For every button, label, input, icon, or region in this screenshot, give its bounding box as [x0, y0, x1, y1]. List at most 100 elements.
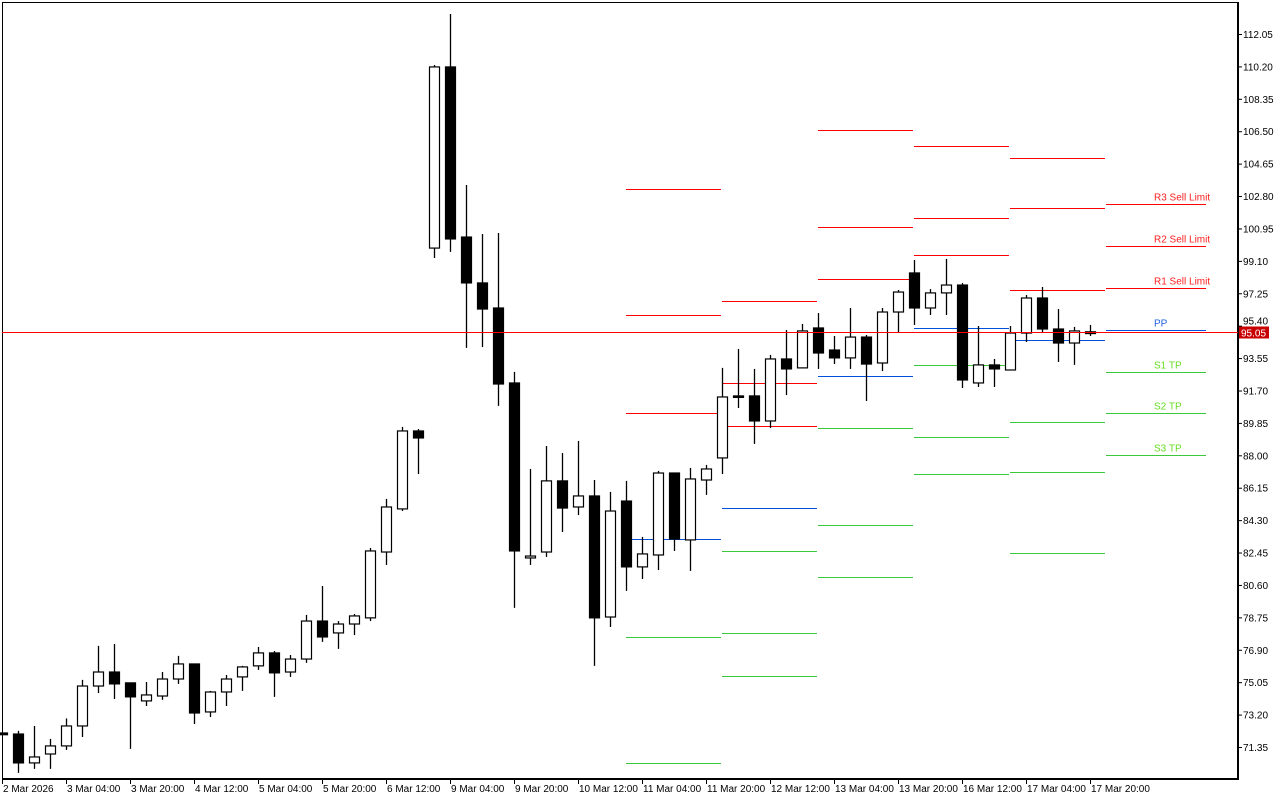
time-tick-label: 4 Mar 12:00 — [195, 784, 249, 795]
candle — [108, 643, 121, 699]
candle — [1020, 295, 1033, 342]
candle — [92, 645, 105, 694]
current-price-badge — [1239, 326, 1269, 339]
bullish-candle-body — [396, 430, 409, 510]
time-tick-label: 17 Mar 04:00 — [1027, 784, 1086, 795]
time-tick-label: 13 Mar 20:00 — [899, 784, 958, 795]
candle — [380, 498, 393, 565]
bearish-candle-body — [860, 336, 873, 365]
candle — [652, 470, 665, 571]
candle — [1068, 326, 1081, 365]
price-tick-label: 73.20 — [1243, 711, 1268, 722]
candle — [300, 614, 313, 663]
candle — [572, 440, 585, 516]
bearish-candle-body — [812, 327, 825, 354]
time-tick-label: 17 Mar 20:00 — [1091, 784, 1150, 795]
bearish-candle-body — [124, 682, 137, 698]
candle — [540, 446, 553, 557]
time-tick-label: 5 Mar 20:00 — [323, 784, 377, 795]
candle — [876, 307, 889, 372]
bearish-candle-body — [556, 480, 569, 509]
time-tick-label: 5 Mar 04:00 — [259, 784, 313, 795]
bullish-candle-body — [700, 468, 713, 481]
candle — [908, 259, 921, 325]
bearish-candle-body — [620, 500, 633, 568]
candle — [284, 655, 297, 677]
bearish-candle-body — [476, 282, 489, 310]
bearish-candle-body — [908, 272, 921, 309]
candle — [268, 650, 281, 697]
bullish-candle-body — [572, 495, 585, 508]
bullish-candle-body — [764, 358, 777, 422]
candle — [188, 663, 201, 725]
time-axis[interactable]: 2 Mar 2026 3 Mar 04:00 3 Mar 20:00 4 Mar 12… — [2, 779, 1239, 795]
bearish-candle-body — [0, 732, 9, 736]
bullish-candle-body — [524, 555, 537, 559]
bearish-candle-body — [492, 307, 505, 385]
bullish-candle-body — [1020, 297, 1033, 334]
bullish-candle-body — [284, 658, 297, 673]
candle — [156, 672, 169, 700]
time-tick-label: 11 Mar 04:00 — [643, 784, 702, 795]
time-tick-label: 9 Mar 20:00 — [515, 784, 569, 795]
candle — [476, 234, 489, 348]
current-price-line: 95.05 — [2, 326, 1269, 340]
candle — [124, 682, 137, 749]
bullish-candle-body — [684, 478, 697, 541]
bearish-candle-body — [1036, 297, 1049, 330]
bullish-candle-body — [220, 678, 233, 693]
bullish-candle-body — [652, 472, 665, 556]
price-tick-label: 102.80 — [1243, 192, 1274, 203]
bullish-candle-body — [60, 725, 73, 747]
candle — [492, 233, 505, 406]
candle — [60, 718, 73, 750]
price-axis[interactable]: 112.05 110.20 108.35 106.50 104.65 102.80 100.… — [1238, 2, 1274, 779]
price-tick-label: 97.25 — [1243, 289, 1268, 300]
candle — [316, 585, 329, 642]
time-tick-label: 3 Mar 20:00 — [131, 784, 185, 795]
bullish-candle-body — [332, 623, 345, 634]
bearish-candle-body — [460, 236, 473, 284]
price-tick-label: 76.90 — [1243, 646, 1268, 657]
time-tick-label: 11 Mar 20:00 — [707, 784, 766, 795]
bearish-candle-body — [780, 358, 793, 370]
bullish-candle-body — [428, 66, 441, 249]
bearish-candle-body — [108, 671, 121, 685]
candle — [796, 323, 809, 369]
candle — [700, 464, 713, 495]
price-tick-label: 78.75 — [1243, 613, 1268, 624]
bearish-candle-body — [588, 495, 601, 619]
candle — [924, 289, 937, 315]
bullish-candle-body — [204, 691, 217, 713]
plot-frame — [2, 2, 1238, 779]
candle — [668, 472, 681, 551]
price-tick-label: 112.05 — [1243, 30, 1273, 41]
bullish-candle-body — [876, 311, 889, 364]
price-tick-label: 95.40 — [1243, 317, 1268, 328]
time-tick-label: 16 Mar 12:00 — [963, 784, 1022, 795]
candle — [988, 358, 1001, 387]
candle — [364, 547, 377, 622]
candle — [588, 480, 601, 666]
bearish-candle-body — [268, 652, 281, 674]
bearish-candle-body — [508, 382, 521, 552]
price-tick-label: 84.30 — [1243, 516, 1268, 527]
bearish-candle-body — [188, 663, 201, 714]
pivot-label-s3: S3 TP — [1154, 444, 1182, 455]
bearish-candle-body — [444, 66, 457, 240]
price-tick-label: 110.20 — [1243, 62, 1273, 73]
candle — [844, 307, 857, 369]
pivot-label-pp: PP — [1154, 319, 1168, 330]
bullish-candle-body — [924, 292, 937, 309]
candle — [1036, 286, 1049, 334]
candle — [76, 679, 89, 737]
candle — [940, 258, 953, 315]
bearish-candle-body — [316, 620, 329, 638]
candle — [332, 621, 345, 649]
candle — [604, 491, 617, 627]
time-tick-label: 12 Mar 12:00 — [771, 784, 830, 795]
price-tick-label: 104.65 — [1243, 160, 1274, 171]
candle — [892, 289, 905, 332]
candle — [812, 313, 825, 369]
